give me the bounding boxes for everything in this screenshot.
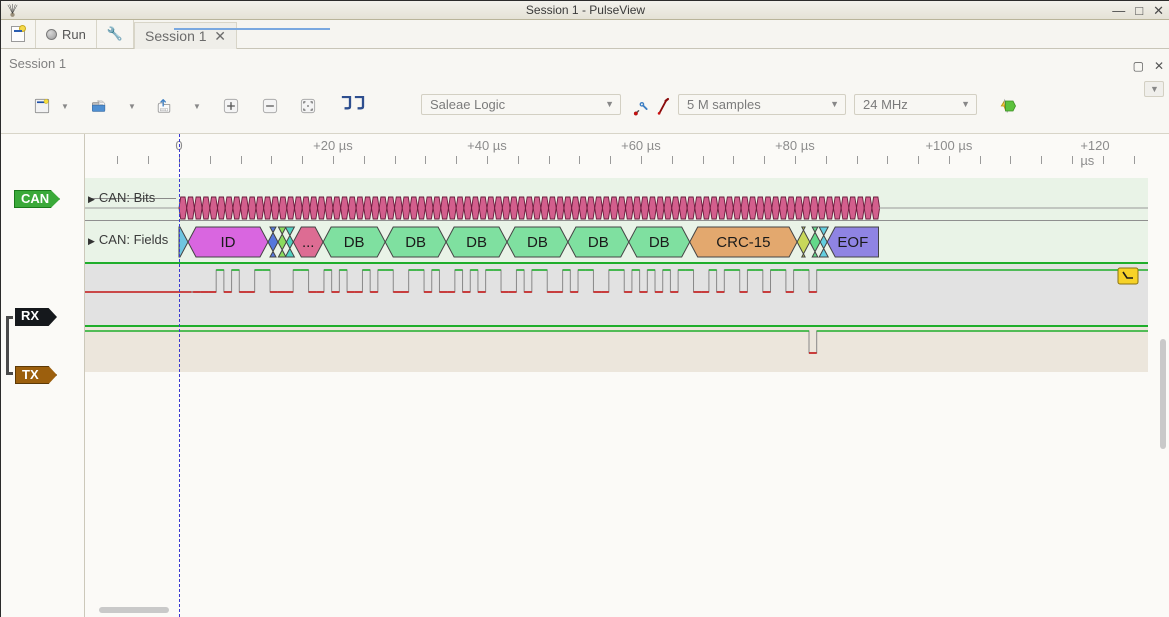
svg-text:DB: DB [466, 234, 487, 251]
svg-text:DB: DB [588, 234, 609, 251]
svg-text:CRC-15: CRC-15 [716, 234, 770, 251]
svg-text:DB: DB [527, 234, 548, 251]
svg-text:ID: ID [221, 234, 236, 251]
svg-text:DB: DB [649, 234, 670, 251]
svg-text:EOF: EOF [837, 234, 868, 251]
svg-text:DB: DB [405, 234, 426, 251]
svg-text:DB: DB [344, 234, 365, 251]
svg-text:...: ... [302, 234, 315, 251]
